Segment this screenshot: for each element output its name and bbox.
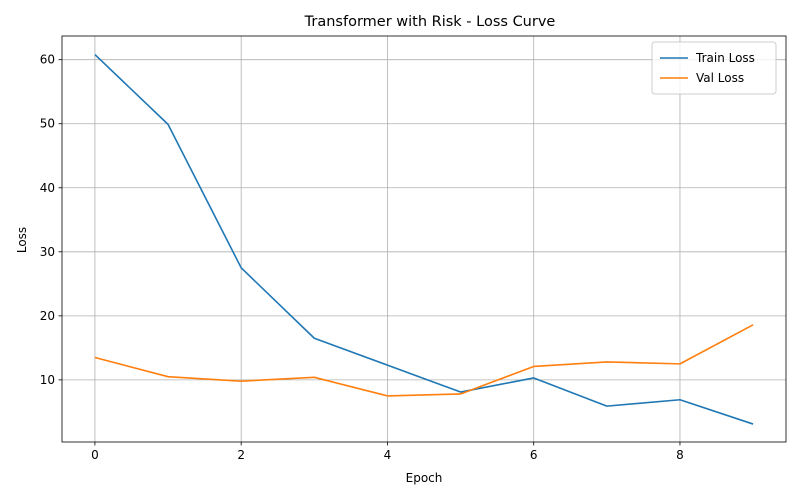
y-tick-label: 10: [40, 373, 55, 387]
x-tick-label: 8: [676, 448, 684, 462]
grid: [62, 36, 786, 442]
legend-label-train-loss: Train Loss: [695, 51, 755, 65]
x-tick-label: 2: [237, 448, 245, 462]
axis-ticks: 0 2 4 6 8 10 20 30 40 50 60: [40, 53, 684, 462]
y-tick-label: 40: [40, 181, 55, 195]
x-tick-label: 0: [91, 448, 99, 462]
y-tick-label: 20: [40, 309, 55, 323]
x-tick-label: 4: [384, 448, 392, 462]
y-axis-title: Loss: [15, 227, 29, 253]
series-lines: [94, 53, 754, 425]
legend: Train Loss Val Loss: [651, 41, 777, 95]
y-tick-label: 50: [40, 117, 55, 131]
chart-title: Transformer with Risk - Loss Curve: [304, 14, 556, 30]
plot-area-frame: [61, 35, 787, 443]
train-loss-line: [94, 53, 754, 425]
x-tick-label: 6: [530, 448, 538, 462]
legend-label-val-loss: Val Loss: [696, 71, 744, 85]
val-loss-line: [94, 324, 754, 397]
y-tick-label: 30: [40, 245, 55, 259]
legend-box: [651, 41, 777, 95]
y-tick-label: 60: [40, 53, 55, 67]
x-axis-title: Epoch: [406, 471, 443, 485]
